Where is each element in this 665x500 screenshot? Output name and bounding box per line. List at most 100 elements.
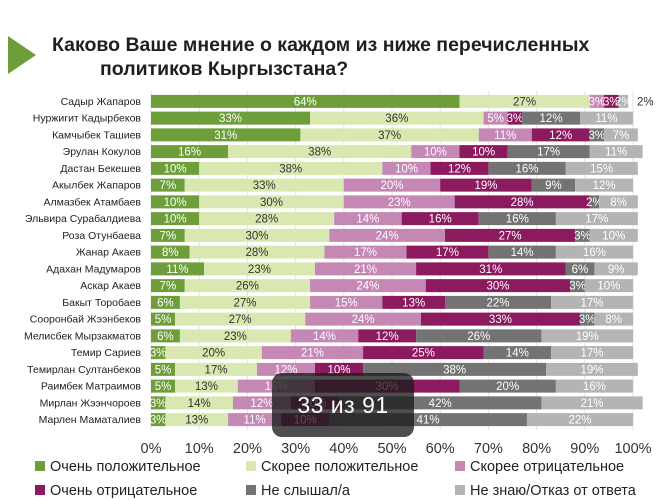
title-line-2: политиков Кыргызстана? [100, 58, 349, 80]
bar-segment [507, 145, 590, 159]
bar-segment [584, 279, 633, 293]
data-label: 8% [162, 247, 179, 259]
data-label: 16% [515, 163, 538, 175]
data-label: 10% [164, 163, 187, 175]
data-label: 11% [166, 264, 188, 276]
data-label: 17% [581, 348, 604, 360]
bar-segment [594, 262, 638, 276]
data-label: 13% [402, 297, 425, 309]
bar-segment [445, 228, 576, 242]
legend-label: Скорее отрицательное [470, 459, 624, 475]
data-label: 12% [376, 331, 399, 343]
x-tick-label: 0% [141, 441, 162, 457]
bar-segment [575, 228, 590, 242]
category-label: Мирлан Жээнчороев [40, 397, 142, 409]
data-label: 14% [356, 214, 379, 226]
title-line-1: Каково Ваше мнение о каждом из ниже пере… [52, 34, 590, 56]
data-label: 3% [150, 415, 167, 427]
data-label: 17% [585, 214, 608, 226]
legend-label: Очень отрицательное [50, 483, 197, 499]
category-label: Аскар Акаев [80, 280, 141, 292]
bar-segment [459, 379, 556, 393]
bar-segment [555, 245, 633, 259]
bar-segment [425, 279, 571, 293]
bar-segment [165, 346, 262, 360]
data-label: 3% [150, 398, 167, 410]
bar-segment [478, 128, 532, 142]
data-label: 2% [586, 197, 603, 209]
x-tick-label: 50% [377, 441, 406, 457]
bar-segment [382, 161, 431, 175]
bar-segment [151, 228, 185, 242]
data-label: 5% [155, 364, 172, 376]
data-label: 38% [279, 163, 302, 175]
data-label: 33% [253, 180, 276, 192]
category-label: Акылбек Жапаров [52, 180, 141, 192]
bar-segment [151, 161, 200, 175]
data-label: 3% [569, 281, 586, 293]
data-label: 19% [581, 364, 604, 376]
data-label: 10% [602, 230, 625, 242]
bar-segment [199, 161, 383, 175]
data-label: 27% [499, 230, 522, 242]
data-label: 10% [424, 147, 447, 159]
bar-segment [579, 312, 595, 326]
data-label: 3% [507, 113, 524, 125]
data-label: 9% [545, 180, 562, 192]
x-tick-label: 90% [570, 441, 599, 457]
category-label: Алмазбек Атамбаев [44, 196, 142, 208]
data-label: 7% [160, 230, 177, 242]
bar-segment [546, 362, 638, 376]
bar-segment [290, 329, 359, 343]
bar-segment [411, 145, 460, 159]
bar-segment [204, 262, 315, 276]
data-label: 10% [395, 163, 418, 175]
x-tick-label: 30% [281, 441, 310, 457]
data-label: 64% [294, 96, 317, 108]
data-label: 42% [429, 398, 452, 410]
bar-segment [526, 413, 633, 427]
legend-swatch [35, 461, 45, 471]
bar-segment [541, 329, 633, 343]
bar-segment [151, 379, 176, 393]
data-label: 8% [610, 197, 627, 209]
bar-segment [165, 396, 233, 410]
data-label: 30% [246, 230, 269, 242]
x-tick-label: 60% [426, 441, 455, 457]
data-label: 3% [574, 230, 591, 242]
page-counter: 33 из 91 [272, 373, 414, 437]
data-label: 3% [589, 130, 606, 142]
bar-segment [179, 329, 291, 343]
data-label: 22% [568, 415, 591, 427]
bar-segment [151, 111, 311, 125]
bar-segment [261, 346, 364, 360]
category-label: Жанар Акаев [76, 247, 142, 259]
data-label: 6% [572, 264, 589, 276]
x-tick-label: 80% [522, 441, 551, 457]
bar-segment [151, 145, 229, 159]
bar-segment [358, 329, 417, 343]
bar-segment [343, 195, 455, 209]
data-label: 8% [605, 314, 622, 326]
data-label: 27% [229, 314, 252, 326]
data-label: 33% [489, 314, 512, 326]
x-tick-label: 100% [614, 441, 651, 457]
bar-segment [151, 178, 185, 192]
x-tick-label: 20% [233, 441, 262, 457]
bar-segment [440, 178, 532, 192]
legend-label: Не знаю/Отказ от ответа [470, 483, 637, 499]
bar-segment [184, 178, 344, 192]
bar-segment [151, 362, 176, 376]
data-label: 7% [160, 180, 177, 192]
data-label: 33% [219, 113, 242, 125]
data-label: 7% [613, 130, 630, 142]
data-label: 3% [579, 314, 596, 326]
bar-segment [488, 245, 556, 259]
category-label: Дастан Бекешев [60, 163, 141, 175]
data-label: 41% [417, 415, 440, 427]
bar-segment [416, 329, 542, 343]
bar-segment [151, 329, 180, 343]
category-label: Эльвира Сурабалдиева [25, 213, 141, 225]
data-label: 12% [448, 163, 471, 175]
